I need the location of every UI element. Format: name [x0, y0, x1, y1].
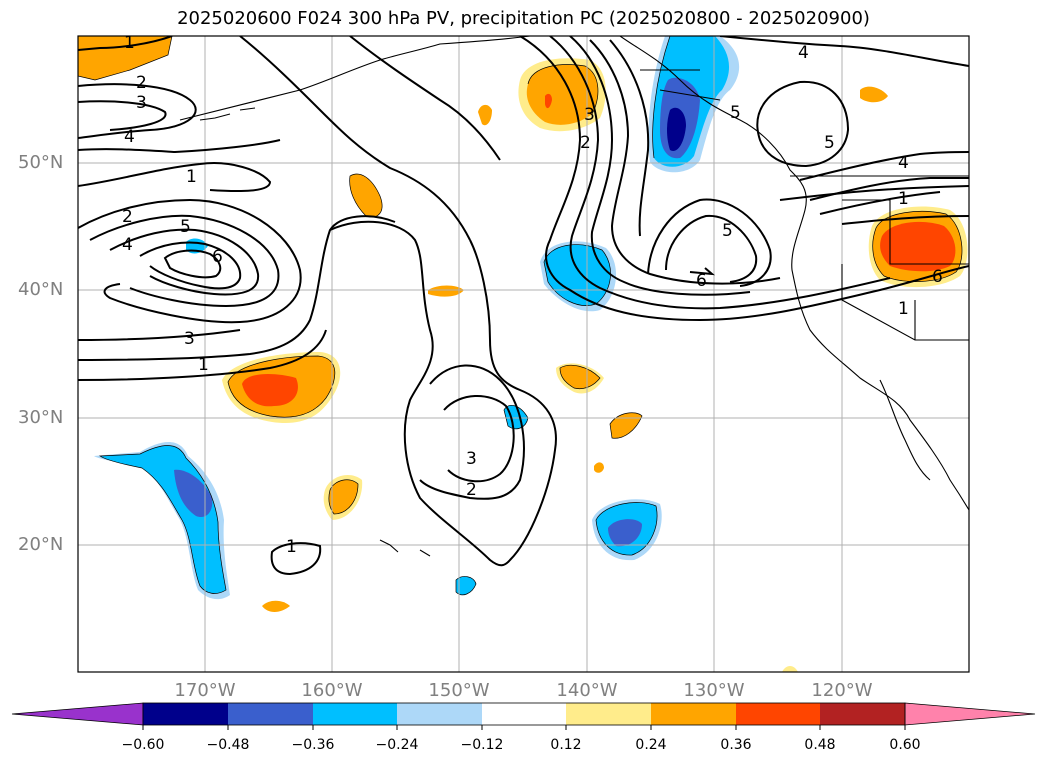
contour-label: 4: [122, 235, 133, 255]
contour-label: 1: [124, 33, 135, 53]
colorbar-extend-low: [11, 702, 144, 726]
contour-label: 3: [466, 449, 477, 469]
colorbar-tick-label: −0.36: [291, 737, 335, 753]
colorbar-bin: [820, 703, 905, 725]
precip-outlines: [78, 36, 963, 596]
contour-label: 4: [798, 43, 809, 63]
contour-label: 3: [136, 93, 147, 113]
precip-blob-small-2: [349, 174, 383, 218]
colorbar-tick-label: −0.48: [206, 737, 250, 753]
chart-title: 2025020600 F024 300 hPa PV, precipitatio…: [177, 8, 870, 29]
contour-label: 2: [122, 207, 133, 227]
contour-label: 3: [584, 105, 595, 125]
contour-label: 5: [730, 103, 741, 123]
colorbar-tick-label: −0.24: [375, 737, 419, 753]
lon-label: 130°W: [683, 680, 745, 701]
colorbar-bin: [736, 703, 820, 725]
lon-label: 170°W: [174, 680, 236, 701]
colorbar-bin: [228, 703, 313, 725]
contour-label: 1: [198, 355, 209, 375]
colorbar-tick-label: 0.24: [635, 737, 667, 753]
contour-label: 4: [124, 127, 135, 147]
colorbar-bin: [651, 703, 736, 725]
contour-label: 6: [696, 271, 707, 291]
contour-label: 2: [466, 480, 477, 500]
colorbar-bin: [313, 703, 397, 725]
contour-label: 2: [136, 73, 147, 93]
colorbar-tick-label: 0.12: [550, 737, 582, 753]
contour-label: 1: [286, 537, 297, 557]
lat-label: 30°N: [18, 407, 64, 428]
contour-label: 6: [212, 247, 223, 267]
colorbar-tick-label: −0.60: [121, 737, 165, 753]
lat-label: 20°N: [18, 534, 64, 555]
colorbar-extend-high: [904, 702, 1036, 726]
colorbar-bin: [397, 703, 482, 725]
colorbar: [11, 702, 1036, 730]
colorbar-bin: [482, 703, 566, 725]
colorbar-tick-label: 0.36: [720, 737, 752, 753]
lon-label: 120°W: [811, 680, 873, 701]
contour-label: 5: [180, 217, 191, 237]
contour-label: 1: [186, 167, 197, 187]
coastlines: [179, 36, 969, 557]
map-frame: [77, 35, 970, 673]
lon-label: 140°W: [556, 680, 618, 701]
contour-label: 1: [898, 189, 909, 209]
contour-labels: 1 2 3 4 5 6 1 2 4 5 6 3 1 3 2 1 2 3 5 6 …: [122, 33, 943, 557]
lon-label: 150°W: [428, 680, 490, 701]
contour-label: 5: [722, 221, 733, 241]
colorbar-bin: [143, 703, 228, 725]
pv-contours: [78, 36, 969, 576]
contour-label: 6: [932, 267, 943, 287]
contour-label: 1: [898, 299, 909, 319]
colorbar-tick-label: 0.60: [889, 737, 921, 753]
contour-label: 2: [580, 133, 591, 153]
contour-label: 4: [898, 153, 909, 173]
lat-label: 50°N: [18, 152, 64, 173]
contour-label: 3: [184, 329, 195, 349]
precip-blob-small-1: [478, 104, 492, 126]
lat-label: 40°N: [18, 279, 64, 300]
map-background: [78, 36, 969, 672]
lon-label: 160°W: [301, 680, 363, 701]
colorbar-bin: [566, 703, 651, 725]
contour-label: 5: [824, 133, 835, 153]
colorbar-tick-label: −0.12: [460, 737, 504, 753]
colorbar-tick-label: 0.48: [804, 737, 836, 753]
